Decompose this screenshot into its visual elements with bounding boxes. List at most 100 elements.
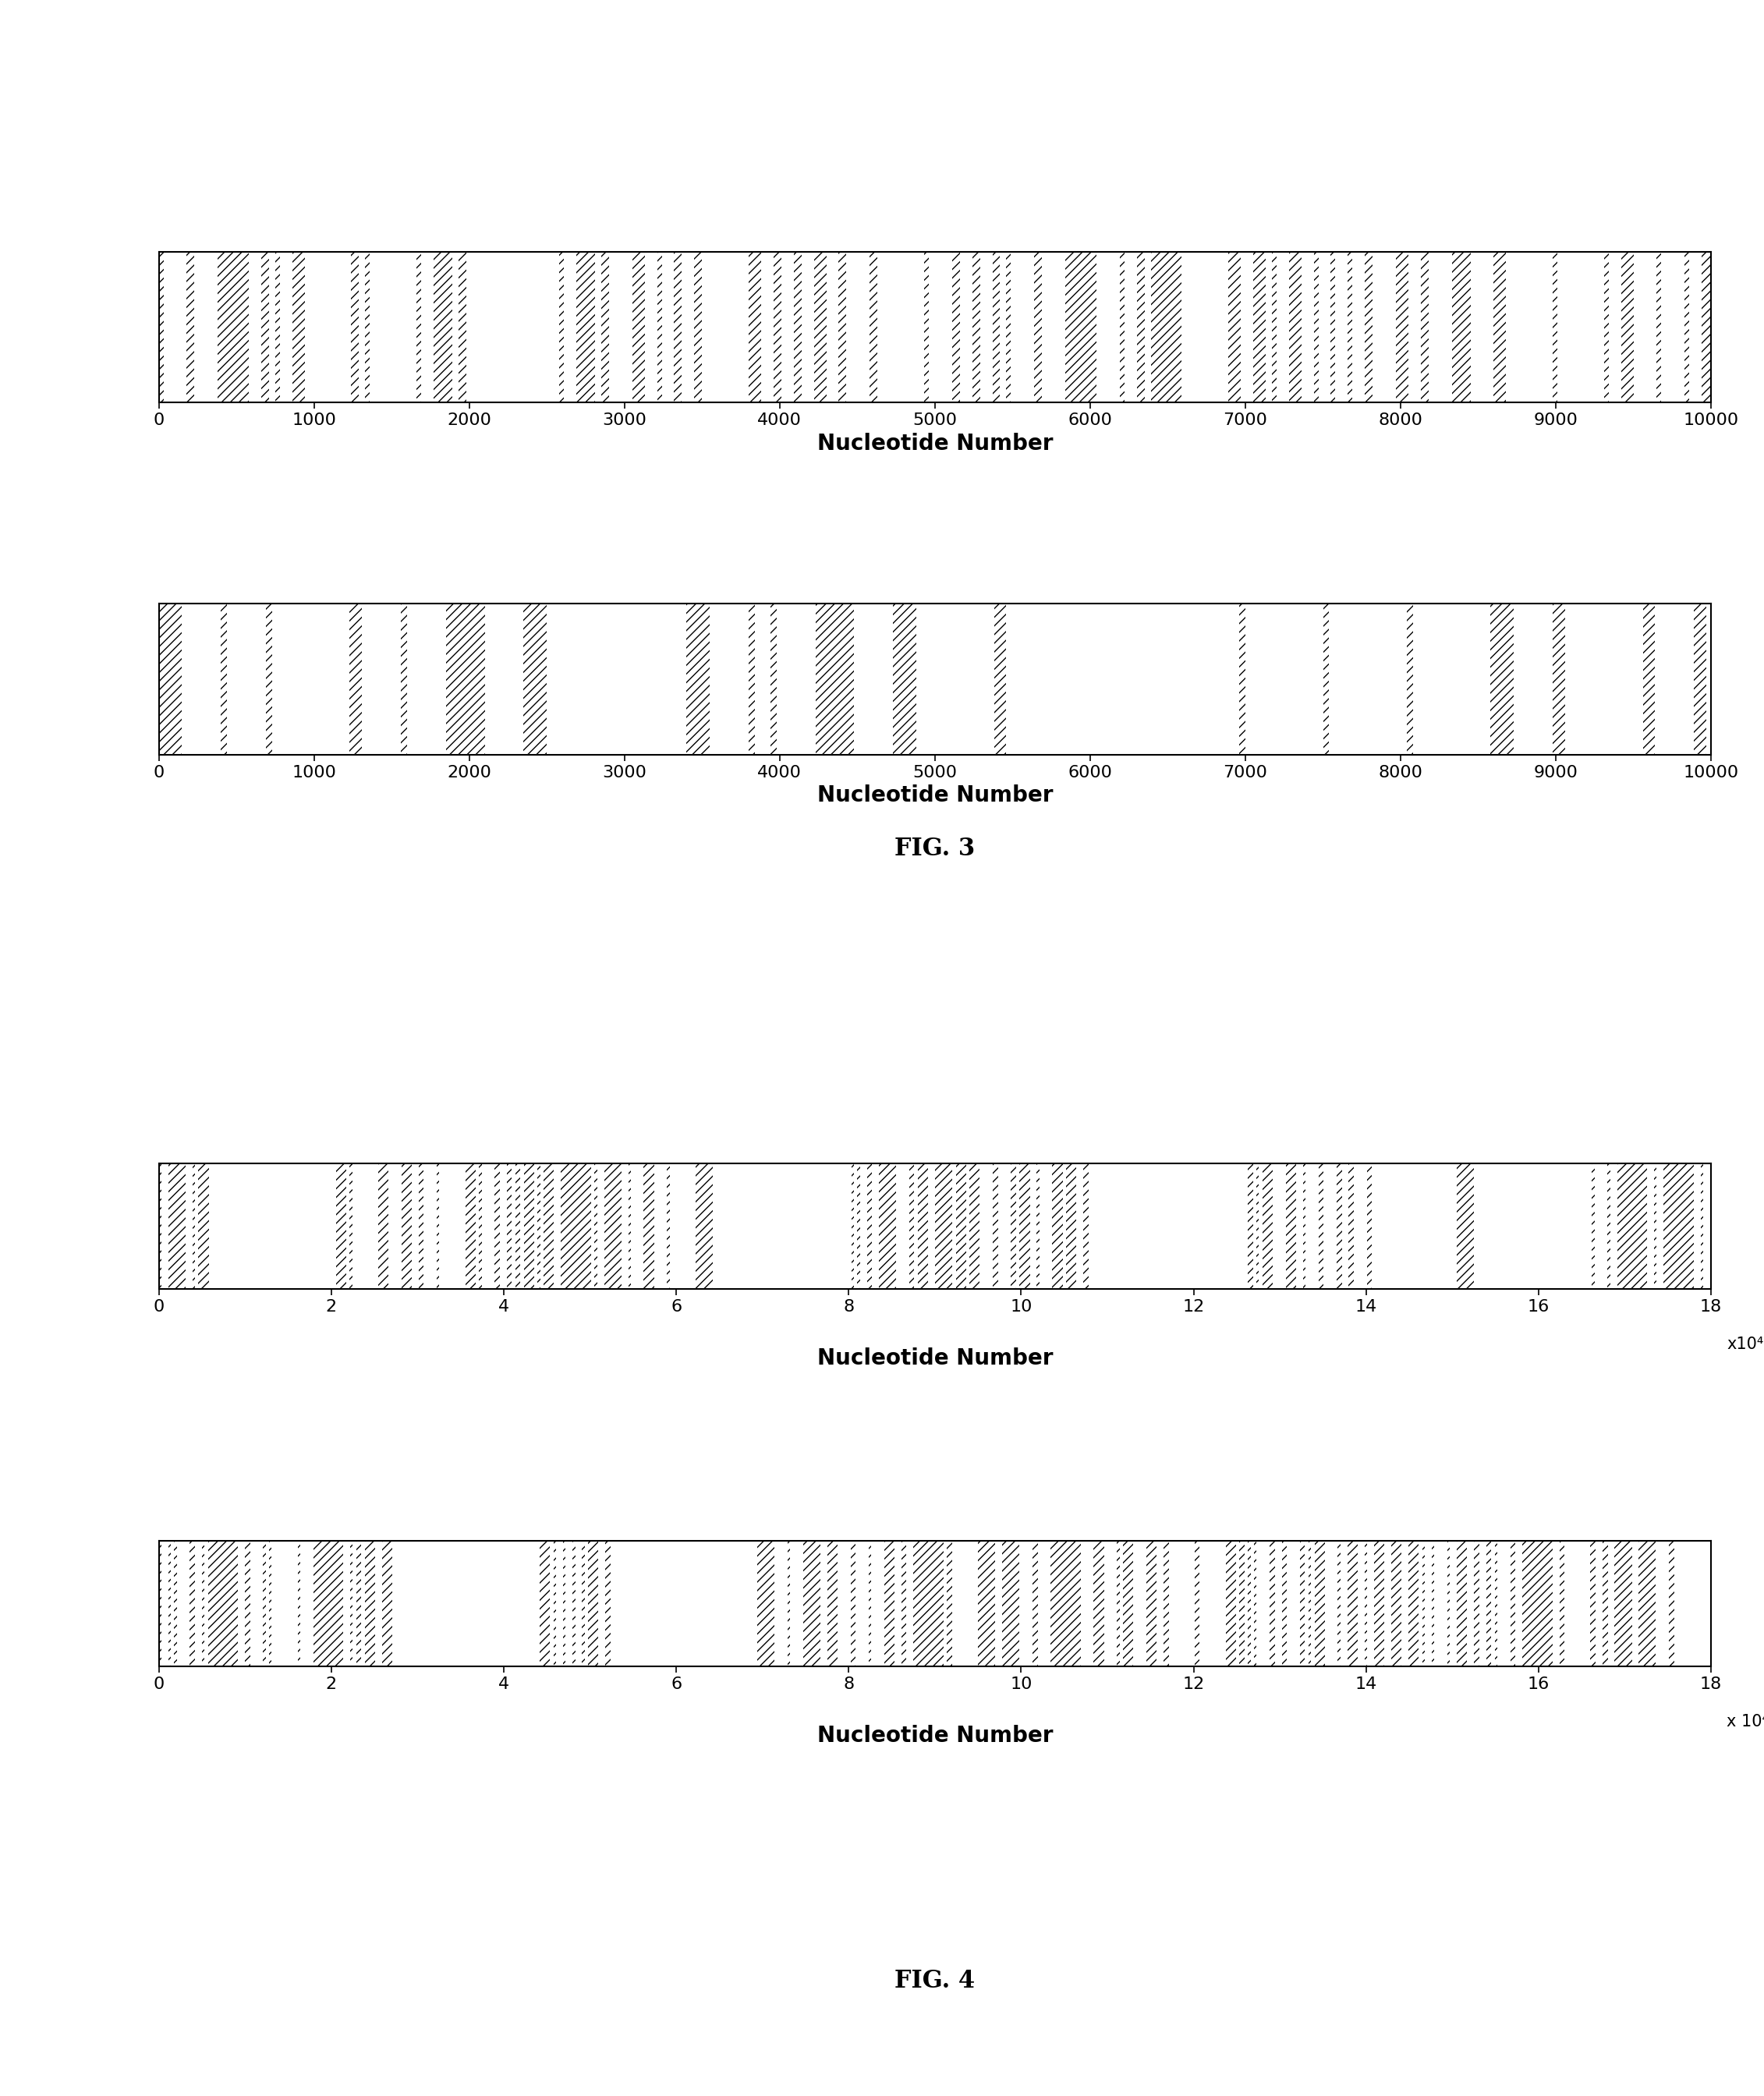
Bar xyxy=(1408,1541,1418,1666)
Bar xyxy=(1494,252,1506,402)
Bar xyxy=(573,1541,575,1666)
Bar xyxy=(446,604,485,755)
Bar xyxy=(1011,1163,1016,1289)
Bar xyxy=(1693,604,1706,755)
Bar xyxy=(261,252,268,402)
Bar xyxy=(813,252,826,402)
Bar xyxy=(543,1163,554,1289)
Bar xyxy=(1314,252,1318,402)
Bar xyxy=(956,1163,967,1289)
Bar xyxy=(1147,1541,1157,1666)
Bar xyxy=(1491,604,1514,755)
Bar xyxy=(1053,1163,1062,1289)
Bar xyxy=(1300,1541,1305,1666)
Bar xyxy=(1348,252,1353,402)
Bar xyxy=(1247,1163,1252,1289)
Bar xyxy=(1256,1163,1259,1289)
Bar xyxy=(748,604,755,755)
Bar xyxy=(314,1541,344,1666)
Bar xyxy=(893,604,916,755)
Bar xyxy=(494,1163,499,1289)
Text: FIG. 4: FIG. 4 xyxy=(894,1968,975,1993)
Bar xyxy=(1700,1163,1704,1289)
Bar xyxy=(1522,1541,1552,1666)
Bar xyxy=(208,1541,238,1666)
Bar xyxy=(524,1163,534,1289)
Bar xyxy=(1392,1541,1402,1666)
Bar xyxy=(1348,1541,1358,1666)
Bar xyxy=(757,1541,774,1666)
Bar xyxy=(356,1541,362,1666)
Bar xyxy=(602,252,609,402)
Bar xyxy=(416,252,422,402)
Bar xyxy=(803,1541,820,1666)
Bar xyxy=(1314,1541,1325,1666)
Bar xyxy=(1136,252,1145,402)
Bar xyxy=(402,1163,411,1289)
Bar xyxy=(857,1163,861,1289)
Bar xyxy=(594,1163,598,1289)
Bar xyxy=(1475,1541,1480,1666)
Bar xyxy=(168,1541,171,1666)
Bar xyxy=(1020,1163,1030,1289)
Bar xyxy=(656,252,662,402)
Bar xyxy=(1618,1163,1648,1289)
Bar xyxy=(365,252,370,402)
Bar xyxy=(1552,252,1558,402)
Bar xyxy=(1323,604,1330,755)
Bar xyxy=(993,252,1000,402)
Bar xyxy=(220,604,228,755)
Bar xyxy=(908,1163,914,1289)
Bar xyxy=(977,1541,995,1666)
Bar xyxy=(1422,1541,1425,1666)
Bar xyxy=(582,1541,584,1666)
Bar xyxy=(217,252,249,402)
Bar xyxy=(1249,1541,1251,1666)
Bar xyxy=(1446,1541,1450,1666)
Bar xyxy=(1238,604,1245,755)
Bar xyxy=(1614,1541,1632,1666)
Bar xyxy=(159,1541,161,1666)
Bar xyxy=(1065,252,1097,402)
Bar xyxy=(201,1541,205,1666)
Bar xyxy=(1408,604,1413,755)
Bar xyxy=(695,252,702,402)
Bar xyxy=(1117,1541,1120,1666)
Bar xyxy=(351,252,360,402)
Bar xyxy=(1330,252,1335,402)
Bar xyxy=(1685,252,1690,402)
Bar xyxy=(972,252,981,402)
Bar xyxy=(914,1541,944,1666)
Bar xyxy=(644,1163,654,1289)
Bar xyxy=(377,1163,388,1289)
Bar xyxy=(245,1541,250,1666)
Bar xyxy=(850,1541,856,1666)
Bar xyxy=(1552,604,1565,755)
Text: FIG. 3: FIG. 3 xyxy=(894,836,975,861)
Bar xyxy=(192,1163,196,1289)
Bar xyxy=(1374,1541,1385,1666)
Bar xyxy=(298,1541,300,1666)
Bar xyxy=(815,604,854,755)
Bar xyxy=(773,252,781,402)
Bar xyxy=(1318,1163,1323,1289)
Bar xyxy=(1602,1541,1607,1666)
Bar xyxy=(587,1541,598,1666)
Bar xyxy=(935,1163,953,1289)
Bar xyxy=(787,1541,790,1666)
Bar xyxy=(1051,1541,1081,1666)
Bar xyxy=(1150,252,1182,402)
Text: x 10⁴: x 10⁴ xyxy=(1727,1715,1764,1729)
Bar xyxy=(187,252,194,402)
Bar xyxy=(335,1163,346,1289)
Bar xyxy=(1164,1541,1170,1666)
Bar xyxy=(1282,1541,1288,1666)
Bar xyxy=(1656,252,1662,402)
X-axis label: Nucleotide Number: Nucleotide Number xyxy=(817,784,1053,807)
Bar xyxy=(1032,1541,1037,1666)
Bar xyxy=(1494,1541,1498,1666)
Bar xyxy=(970,1163,979,1289)
Bar xyxy=(1593,1163,1595,1289)
Bar xyxy=(993,1163,998,1289)
Bar xyxy=(1252,252,1265,402)
